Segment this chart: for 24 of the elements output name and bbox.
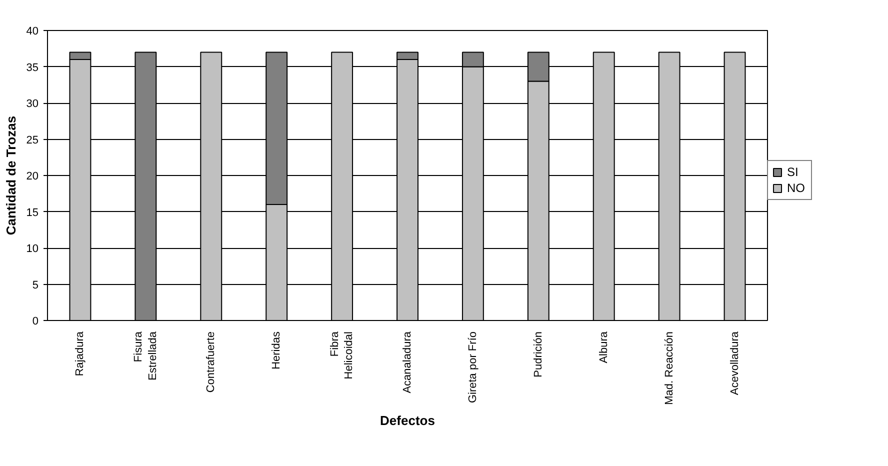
legend-label: SI bbox=[787, 165, 800, 179]
x-tick-label: Gireta por Frío bbox=[466, 331, 479, 404]
x-tick-label: Contrafuerte bbox=[205, 331, 218, 393]
y-tick-label: 30 bbox=[26, 98, 39, 110]
y-tick-label: 20 bbox=[26, 170, 39, 182]
x-tick-label: Fibra Helicoidal bbox=[328, 330, 356, 380]
x-tick-label: Rajadura bbox=[74, 330, 86, 376]
y-axis-title: Cantidad de Trozas bbox=[3, 116, 18, 236]
x-tick-label: Acevolladura bbox=[728, 330, 741, 396]
y-tick-label: 15 bbox=[26, 206, 39, 219]
y-tick-label: 10 bbox=[26, 243, 39, 255]
y-tick-label: 35 bbox=[26, 62, 39, 74]
x-tick-label: Mad. Reacción bbox=[663, 331, 676, 405]
y-tick-label: 5 bbox=[32, 279, 39, 292]
x-tick-label: Acanaladura bbox=[402, 330, 414, 394]
x-tick-label: Albura bbox=[598, 330, 610, 364]
x-tick-label: Heridas bbox=[270, 331, 283, 370]
y-tick-label: 40 bbox=[26, 26, 39, 38]
y-tick-label: 25 bbox=[26, 134, 39, 146]
legend-label: NO bbox=[787, 181, 806, 195]
x-tick-label: Fisura Estrellada bbox=[132, 330, 159, 380]
x-tick-label: Pudrición bbox=[532, 332, 544, 378]
x-axis-title: Defectos bbox=[380, 412, 435, 428]
y-tick-label: 0 bbox=[32, 316, 39, 328]
